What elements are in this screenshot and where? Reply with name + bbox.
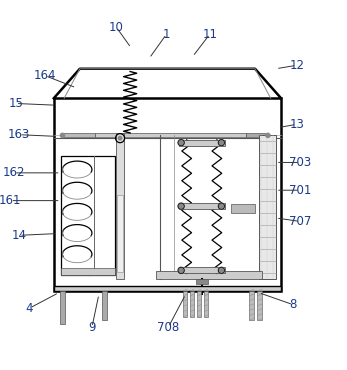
Text: 162: 162 [3,166,25,179]
Bar [259,135,276,279]
Bar [257,291,262,320]
Bar [95,133,246,137]
Bar [204,291,208,317]
Text: 8: 8 [289,298,297,311]
Bar [231,204,255,213]
Text: 9: 9 [88,321,96,334]
Text: 164: 164 [34,69,56,82]
Bar [249,291,254,320]
Bar [197,291,201,317]
Text: 12: 12 [289,59,304,72]
Circle shape [60,133,65,138]
Text: 161: 161 [0,194,22,207]
Circle shape [118,137,122,140]
Circle shape [178,267,184,273]
Bar [102,291,107,320]
Circle shape [178,139,184,146]
Bar [54,286,281,291]
Text: 4: 4 [26,302,33,314]
Bar [156,271,262,279]
Circle shape [266,133,270,138]
Text: 15: 15 [8,97,23,110]
Bar [54,98,281,291]
Text: 707: 707 [289,215,311,228]
Bar [190,291,194,317]
Circle shape [178,203,184,209]
Bar [196,279,208,284]
Bar [60,291,65,324]
Bar [179,267,225,273]
Text: 11: 11 [202,27,218,41]
Text: 703: 703 [289,156,311,169]
Text: 701: 701 [289,184,311,197]
Bar [179,139,225,146]
Bar [64,133,95,137]
Bar [117,195,123,272]
Text: 10: 10 [109,21,124,34]
Bar [179,203,225,209]
Text: 14: 14 [11,229,27,242]
Text: 163: 163 [8,128,30,141]
Circle shape [218,203,225,209]
Circle shape [218,139,225,146]
Bar [61,155,115,275]
Bar [61,268,115,275]
Bar [116,133,124,279]
Text: 1: 1 [163,27,170,41]
Bar [183,291,187,317]
Text: 13: 13 [289,118,304,131]
Text: 708: 708 [157,321,179,334]
Bar [246,133,265,137]
Circle shape [218,267,225,273]
